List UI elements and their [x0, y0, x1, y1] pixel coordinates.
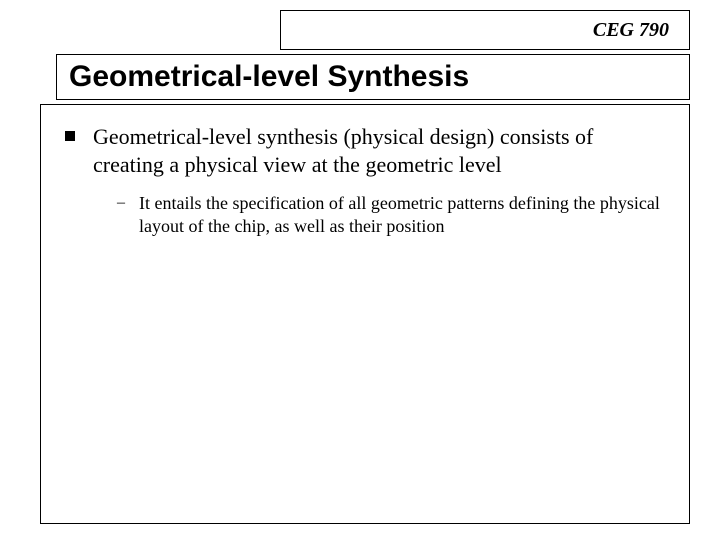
title-box: Geometrical-level Synthesis: [56, 54, 690, 100]
course-label: CEG 790: [593, 19, 669, 42]
bullet-1-text: Geometrical-level synthesis (physical de…: [93, 123, 665, 178]
dash-bullet-icon: –: [117, 194, 125, 212]
square-bullet-icon: [65, 131, 75, 141]
slide-title: Geometrical-level Synthesis: [69, 60, 469, 94]
bullet-level-2: – It entails the specification of all ge…: [117, 192, 665, 237]
bullet-level-1: Geometrical-level synthesis (physical de…: [65, 123, 665, 178]
course-header-box: CEG 790: [280, 10, 690, 50]
content-box: Geometrical-level synthesis (physical de…: [40, 104, 690, 524]
sub-bullet-1-text: It entails the specification of all geom…: [139, 192, 665, 237]
